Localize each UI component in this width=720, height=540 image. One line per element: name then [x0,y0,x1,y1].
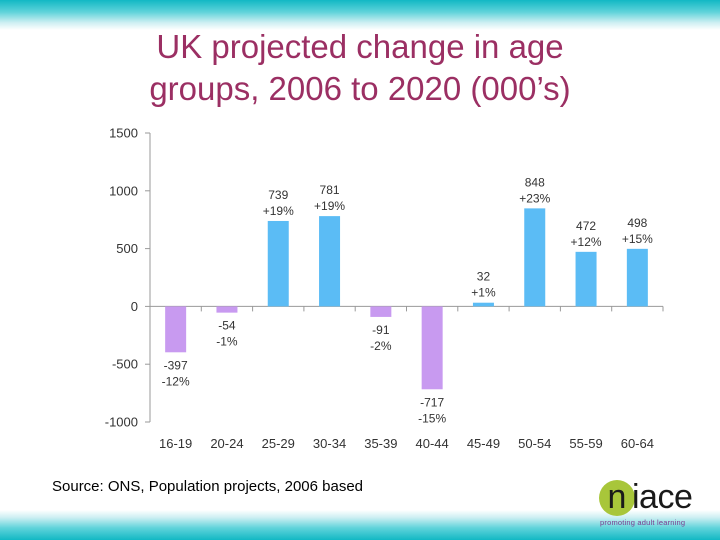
y-tick-label: 500 [116,241,138,256]
x-category-label: 35-39 [364,436,397,451]
y-tick-label: 0 [131,299,138,314]
bar-percent-label: +12% [571,235,602,249]
y-tick-label: -1000 [105,415,138,430]
bar [319,216,341,307]
bar-value-label: -54 [218,319,236,333]
bar-value-label: -717 [420,395,444,409]
bar [626,248,648,307]
y-tick-label: -500 [112,357,138,372]
x-category-label: 45-49 [467,436,500,451]
bar-value-label: 32 [477,270,491,284]
bar-value-label: -91 [372,323,390,337]
bar [421,306,443,390]
bar-percent-label: -2% [370,339,392,353]
logo-word-rest: iace [632,478,693,516]
x-category-label: 16-19 [159,436,192,451]
bar-value-label: 498 [627,216,647,230]
bar [216,306,238,313]
bar-percent-label: -15% [418,411,446,425]
bar-percent-label: +1% [471,286,496,300]
bar-value-label: 472 [576,219,596,233]
x-category-label: 55-59 [569,436,602,451]
bottom-gradient-band [0,510,720,540]
bar-percent-label: -12% [162,374,190,388]
bar-percent-label: +19% [263,204,294,218]
y-tick-label: 1500 [109,126,138,141]
bar-percent-label: +15% [622,232,653,246]
bar [575,251,597,307]
bar-value-label: -397 [164,358,188,372]
bar-percent-label: +19% [314,199,345,213]
bar [165,306,187,353]
x-category-label: 25-29 [262,436,295,451]
bar-percent-label: -1% [216,335,238,349]
source-note: Source: ONS, Population projects, 2006 b… [52,478,364,495]
bar [472,302,494,307]
y-tick-label: 1000 [109,183,138,198]
bar-value-label: 739 [268,188,288,202]
x-category-label: 40-44 [416,436,449,451]
x-category-label: 20-24 [210,436,243,451]
slide-title: UK projected change in age groups, 2006 … [60,26,660,110]
slide-title-line-2: groups, 2006 to 2020 (000’s) [149,70,571,107]
logo-tagline: promoting adult learning [600,518,686,527]
x-category-label: 30-34 [313,436,346,451]
x-category-label: 60-64 [621,436,654,451]
top-gradient-band [0,0,720,30]
bar-percent-label: +23% [519,191,550,205]
bar [267,220,289,307]
bar-value-label: 781 [320,183,340,197]
slide-title-line-1: UK projected change in age [156,28,564,65]
bar-value-label: 848 [525,175,545,189]
bar [370,306,392,317]
x-category-label: 50-54 [518,436,551,451]
logo-circle-letter: n [599,480,635,516]
niace-logo: n iace promoting adult learning [596,478,708,528]
bar [524,208,546,307]
